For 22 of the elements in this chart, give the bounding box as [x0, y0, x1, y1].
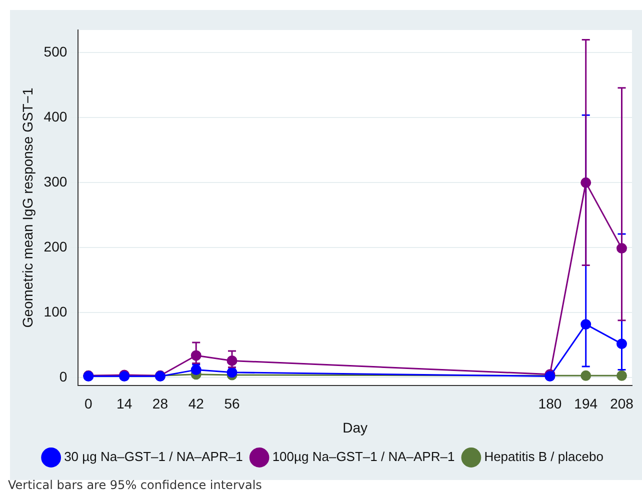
x-tick-label: 180: [538, 396, 562, 412]
x-tick-label: 14: [116, 396, 132, 412]
legend-label: 100µg Na–GST–1 / NA–APR–1: [272, 449, 455, 464]
x-tick-label: 56: [224, 396, 240, 412]
x-tick-label: 208: [610, 396, 634, 412]
y-tick-label: 0: [59, 368, 68, 384]
legend-label: 30 µg Na–GST–1 / NA–APR–1: [64, 449, 243, 464]
x-axis-title: Day: [342, 419, 368, 436]
y-tick-label: 100: [44, 303, 68, 320]
point: [580, 370, 592, 381]
point: [616, 370, 627, 381]
y-tick-label: 500: [44, 44, 68, 60]
x-tick-label: 42: [188, 396, 204, 412]
text: Vertical bars are 95% confidence intervals: [8, 478, 262, 491]
x-tick-label: 194: [574, 396, 598, 412]
y-tick-label: 300: [44, 174, 68, 190]
x-tick-label: 0: [84, 396, 93, 412]
legend-label: Hepatitis B / placebo: [484, 449, 604, 464]
y-axis-title: Geometric mean IgG response GST−1: [19, 87, 36, 328]
y-tick-label: 400: [44, 108, 68, 125]
x-tick-label: 28: [152, 396, 168, 412]
y-tick-label: 200: [44, 238, 68, 255]
